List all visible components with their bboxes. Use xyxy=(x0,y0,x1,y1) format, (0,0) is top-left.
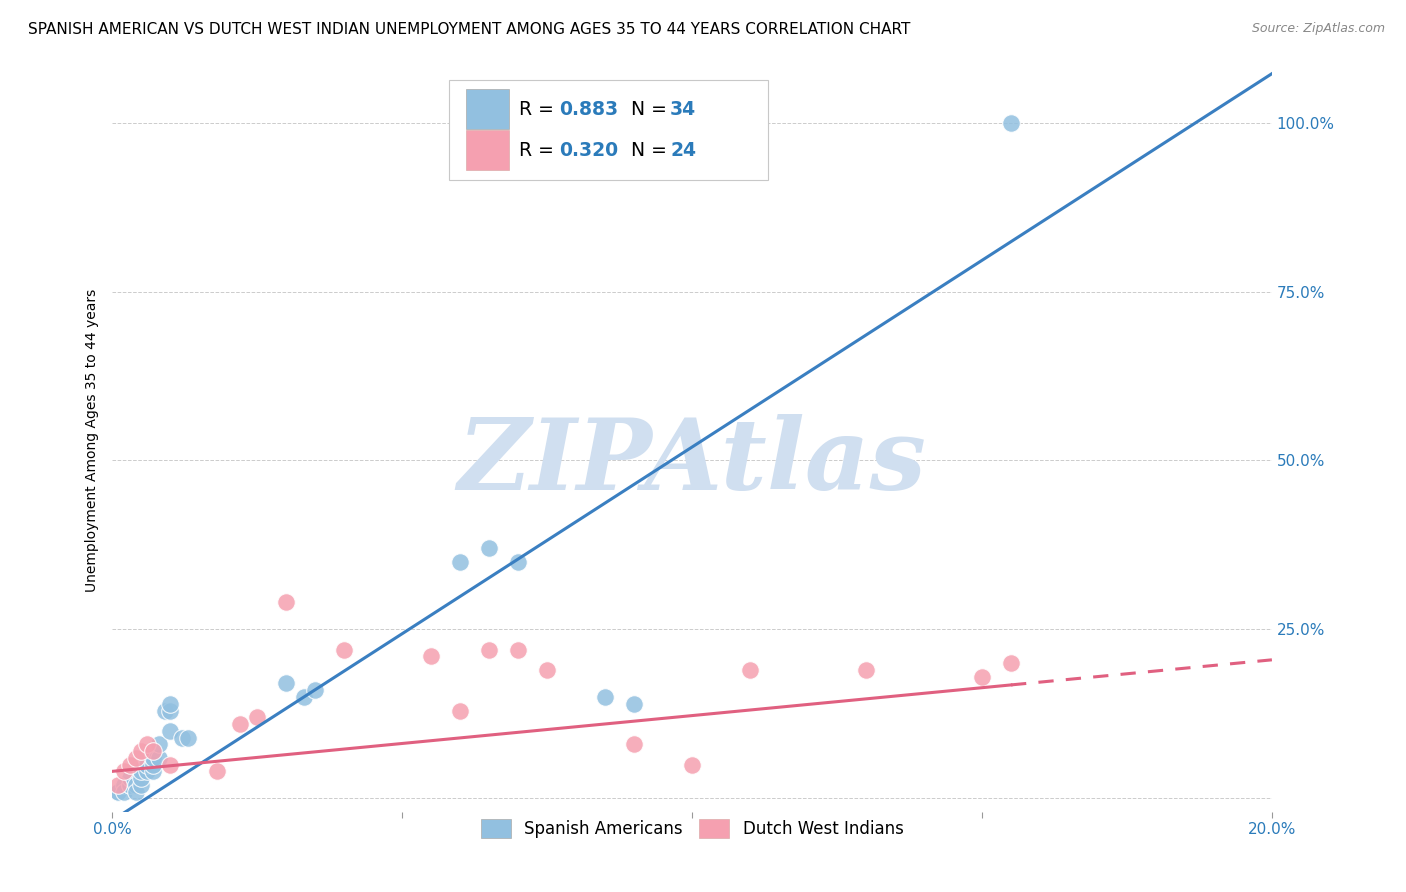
Point xyxy=(107,784,129,798)
Point xyxy=(229,717,252,731)
Point xyxy=(276,676,298,690)
Text: N =: N = xyxy=(631,100,672,119)
Y-axis label: Unemployment Among Ages 35 to 44 years: Unemployment Among Ages 35 to 44 years xyxy=(86,289,100,591)
Point xyxy=(508,642,530,657)
Point xyxy=(623,697,645,711)
Point xyxy=(118,757,141,772)
Point xyxy=(159,704,181,718)
Point xyxy=(112,764,135,779)
Point xyxy=(142,764,165,779)
Text: 0.320: 0.320 xyxy=(558,141,619,160)
Point xyxy=(131,764,153,779)
FancyBboxPatch shape xyxy=(467,130,509,170)
Point xyxy=(131,778,153,792)
Point xyxy=(118,771,141,785)
Point xyxy=(333,642,356,657)
Text: 34: 34 xyxy=(671,100,696,119)
Point xyxy=(125,751,148,765)
Point xyxy=(478,541,501,556)
Point xyxy=(148,737,170,751)
Point xyxy=(107,784,129,798)
Text: ZIPAtlas: ZIPAtlas xyxy=(458,414,927,511)
FancyBboxPatch shape xyxy=(467,89,509,129)
Point xyxy=(1000,657,1022,671)
Point xyxy=(681,757,703,772)
Text: Source: ZipAtlas.com: Source: ZipAtlas.com xyxy=(1251,22,1385,36)
Point xyxy=(292,690,315,704)
Point xyxy=(118,778,141,792)
Point xyxy=(449,704,471,718)
Point xyxy=(740,663,762,677)
Point xyxy=(170,731,193,745)
Text: 24: 24 xyxy=(671,141,696,160)
Point xyxy=(855,663,877,677)
Point xyxy=(125,784,148,798)
Point xyxy=(112,778,135,792)
Text: R =: R = xyxy=(519,100,561,119)
FancyBboxPatch shape xyxy=(449,79,768,180)
Point xyxy=(593,690,616,704)
Point xyxy=(125,778,148,792)
Point xyxy=(1000,115,1022,129)
Point xyxy=(153,704,176,718)
Point xyxy=(623,737,645,751)
Point xyxy=(136,737,159,751)
Point xyxy=(159,697,181,711)
Point xyxy=(107,778,129,792)
Text: R =: R = xyxy=(519,141,561,160)
Point xyxy=(136,757,159,772)
Text: 0.883: 0.883 xyxy=(558,100,619,119)
Point xyxy=(131,771,153,785)
Text: N =: N = xyxy=(631,141,672,160)
Point xyxy=(508,555,530,569)
Point xyxy=(205,764,228,779)
Point xyxy=(478,642,501,657)
Point xyxy=(304,683,326,698)
Point xyxy=(142,751,165,765)
Point xyxy=(142,744,165,758)
Point xyxy=(159,757,181,772)
Point xyxy=(449,555,471,569)
Point xyxy=(536,663,558,677)
Point xyxy=(276,595,298,609)
Point xyxy=(420,649,443,664)
Point xyxy=(118,778,141,792)
Point xyxy=(136,764,159,779)
Point xyxy=(142,757,165,772)
Point xyxy=(177,731,200,745)
Legend: Spanish Americans, Dutch West Indians: Spanish Americans, Dutch West Indians xyxy=(474,812,910,845)
Point xyxy=(131,744,153,758)
Point xyxy=(159,723,181,738)
Point xyxy=(970,670,993,684)
Point xyxy=(112,784,135,798)
Point xyxy=(148,751,170,765)
Point xyxy=(246,710,269,724)
Text: SPANISH AMERICAN VS DUTCH WEST INDIAN UNEMPLOYMENT AMONG AGES 35 TO 44 YEARS COR: SPANISH AMERICAN VS DUTCH WEST INDIAN UN… xyxy=(28,22,911,37)
